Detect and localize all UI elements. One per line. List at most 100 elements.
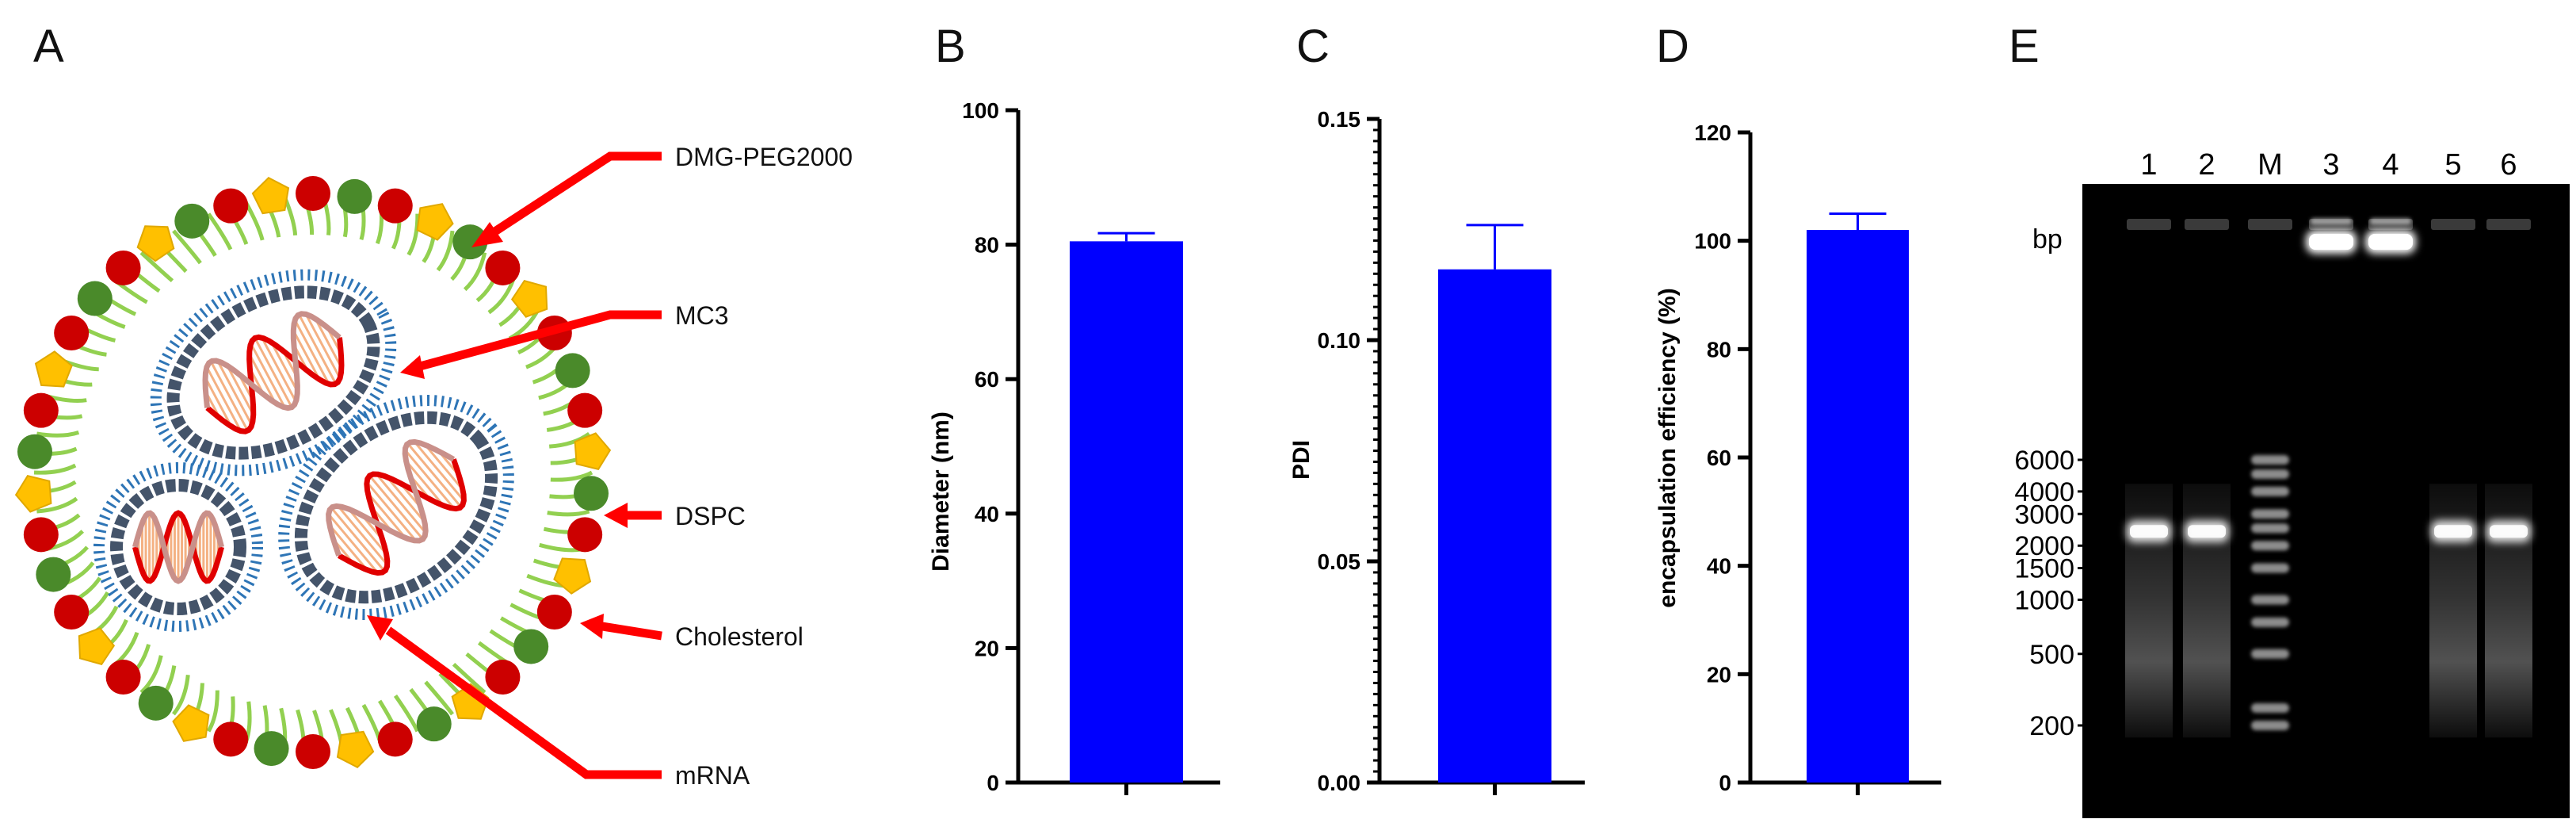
mrna-base-pair <box>375 473 427 534</box>
y-axis-label-diameter: Diameter (nm) <box>928 411 954 572</box>
lnp-diagram <box>14 176 612 769</box>
callout-dspc: DSPC <box>604 502 746 530</box>
y-tick-label: 0.15 <box>1318 107 1361 132</box>
ladder-size-label: 4000 <box>2014 477 2074 507</box>
lipid-tail <box>424 680 454 716</box>
cholesterol-pentagon <box>172 704 210 742</box>
label-dmg-peg2000: DMG-PEG2000 <box>675 143 853 171</box>
y-tick-label: 20 <box>975 636 999 660</box>
dspc-head <box>105 660 141 695</box>
gel-bands <box>2125 218 2532 738</box>
bilayer-outer <box>93 462 263 632</box>
mrna-base-pair <box>254 337 293 408</box>
lipid-tail <box>139 655 163 695</box>
mrna-base-pair <box>216 360 254 426</box>
peg-lipid-head <box>254 731 289 767</box>
peg-lipid-head <box>574 476 609 511</box>
y-axis-label-pdi: PDI <box>1288 440 1315 480</box>
ladder-band <box>2251 721 2289 730</box>
panel-label-e: E <box>2009 21 2040 72</box>
dspc-head <box>105 250 141 285</box>
mrna-vesicle-1 <box>150 269 397 476</box>
y-tick-label: 80 <box>1707 337 1731 362</box>
callout-dmg-peg2000: DMG-PEG2000 <box>471 143 853 247</box>
panel-label-b: B <box>935 21 966 72</box>
mrna-base-pair <box>248 353 277 404</box>
mrna-strand <box>132 510 224 584</box>
mrna-base-pair <box>293 320 330 385</box>
dspc-head <box>485 660 521 695</box>
ladder-band <box>2251 509 2289 519</box>
mrna-strand <box>337 458 467 576</box>
dspc-head <box>485 250 521 285</box>
gel-lane-label: M <box>2257 148 2283 182</box>
mrna-base-pair <box>250 343 286 408</box>
chart-encapsulation: encapsulation efficiency (%) 0 20 40 60 80 10… <box>1654 121 1941 795</box>
mrna-base-pair <box>404 449 456 510</box>
lipid-tail <box>463 252 487 292</box>
mrna-strand-back <box>326 438 456 557</box>
panel-label-c: C <box>1296 21 1330 72</box>
peg-lipid-head <box>452 224 488 260</box>
ladder-size-label: 3000 <box>2014 499 2074 530</box>
sample-band-core <box>2434 525 2472 538</box>
mrna-base-pair <box>367 492 406 539</box>
label-mc3: MC3 <box>675 301 729 330</box>
lipid-tail <box>172 674 190 716</box>
ladder-band <box>2251 617 2289 627</box>
mrna-vesicle-3 <box>93 462 263 632</box>
lipid-tail <box>139 251 174 283</box>
mrna-base-pair <box>347 508 387 555</box>
ladder-band <box>2251 541 2289 551</box>
mrna-base-pair <box>368 475 424 540</box>
dspc-head <box>296 734 330 769</box>
ladder-band <box>2251 455 2289 465</box>
lipid-tail <box>206 690 219 733</box>
mrna-strand-back <box>202 311 342 411</box>
peg-lipid-head <box>174 203 210 239</box>
ladder-band <box>2251 703 2289 714</box>
chart-pdi: PDI 0.00 0.05 0.10 0.15 <box>1288 107 1585 795</box>
y-tick-label: 100 <box>1694 229 1731 254</box>
gel-well <box>2431 219 2475 230</box>
gel-lane-label: 5 <box>2444 148 2461 182</box>
callout-mrna: mRNA <box>367 615 750 790</box>
y-tick-label: 0.00 <box>1318 771 1361 795</box>
mrna-base-pair <box>330 507 386 572</box>
lipid-tail <box>33 463 77 475</box>
lipid-tail <box>36 496 78 514</box>
cholesterol-pentagon <box>14 474 52 513</box>
arrow-mc3 <box>418 310 662 371</box>
label-mrna: mRNA <box>675 761 750 790</box>
ladder-band <box>2251 523 2289 534</box>
ladder-size-label: 500 <box>2029 640 2074 670</box>
arrowhead-dmg-peg2000 <box>471 222 503 247</box>
gel-well <box>2486 219 2531 230</box>
ladder-band <box>2251 469 2289 479</box>
dspc-head <box>54 595 90 630</box>
y-tick-label: 100 <box>962 98 999 123</box>
ladder-size-label: 1000 <box>2014 585 2074 615</box>
lipid-tail <box>36 430 80 438</box>
label-cholesterol: Cholesterol <box>675 622 803 651</box>
ladder-size-label: 200 <box>2029 711 2074 741</box>
lipid-tail <box>406 213 420 256</box>
plasmid-band-core <box>2368 234 2413 250</box>
peg-lipid-head <box>77 281 113 316</box>
gel-lane-label: 6 <box>2500 148 2517 182</box>
dspc-head <box>23 392 59 428</box>
gel-lane-label: 2 <box>2198 148 2215 182</box>
arrow-dmg-peg2000 <box>488 151 662 238</box>
y-tick-label: 0 <box>987 771 999 795</box>
peg-lipid-head <box>17 434 52 469</box>
lipid-tail <box>393 694 420 733</box>
dspc-head <box>296 176 330 211</box>
lipid-tail <box>436 230 455 272</box>
y-tick-label: 0 <box>1719 771 1731 795</box>
panel-label-d: D <box>1656 21 1689 72</box>
peg-lipid-head <box>555 353 590 388</box>
mrna-strand <box>205 334 345 434</box>
sample-band-core <box>2188 525 2226 538</box>
